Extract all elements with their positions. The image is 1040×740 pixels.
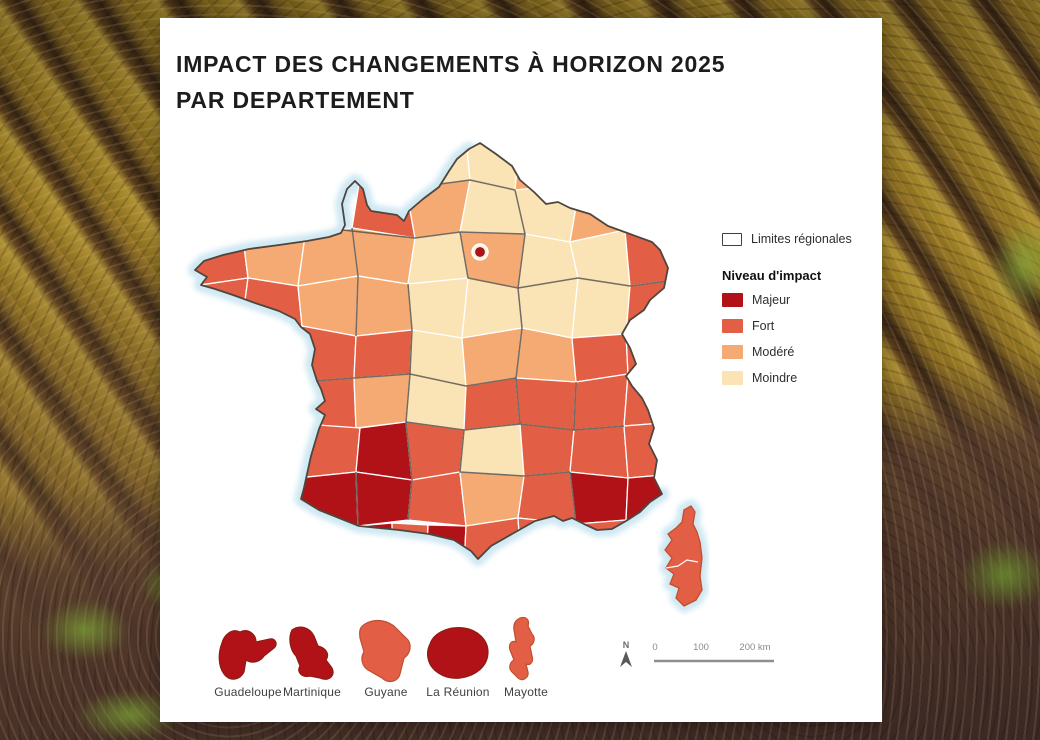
department-cell [574,145,633,195]
territory-martinique [289,626,334,680]
region-border [342,229,461,239]
region-border [409,373,517,387]
region-border [439,179,526,235]
plant-decor [960,540,1040,610]
department-cell [624,229,668,287]
legend-item-moindre: Moindre [722,371,882,385]
moindre-swatch [722,371,743,385]
department-cell [355,471,413,527]
paris-department [475,247,485,257]
department-cell [355,421,413,481]
legend-limits-row: Limites régionales [722,232,882,246]
modere-swatch [722,345,743,359]
map-card: IMPACT DES CHANGEMENTS À HORIZON 2025 PA… [160,18,882,722]
territory-guyane [359,619,411,683]
map-legend: Limites régionales Niveau d'impact Majeu… [722,232,882,397]
page-title-line1: IMPACT DES CHANGEMENTS À HORIZON 2025 [176,51,726,77]
department-cell [624,193,668,239]
department-cell [299,377,357,429]
department-cell [407,277,469,339]
legend-title: Niveau d'impact [722,268,822,283]
region-border [459,429,571,477]
moindre-label: Moindre [752,371,798,385]
page-title-line2: PAR DEPARTEMENT [176,87,415,113]
france-map: Guadeloupe Martinique Guyane La Réunion … [160,138,882,722]
territory-label-martinique: Martinique [283,685,341,699]
department-cell [195,277,249,339]
region-border [407,283,413,375]
region-borders [299,179,668,559]
region-border [515,287,523,379]
department-cell [353,329,413,379]
department-cell [355,275,413,337]
scalebar-tick-200: 200 km [739,642,770,653]
territory-guadeloupe [218,630,277,680]
territory-label-la-reunion: La Réunion [426,685,489,699]
fort-swatch [722,319,743,333]
department-cell [569,425,629,479]
legend-item-majeur: Majeur [722,293,882,307]
department-cell [515,377,577,431]
department-cell [407,231,469,285]
territory-label-guadeloupe: Guadeloupe [214,685,282,699]
region-limits-label: Limites régionales [751,232,852,246]
department-cell [625,279,668,335]
department-cell [623,421,668,479]
region-border [517,277,668,289]
territory-la-reunion [427,627,489,679]
region-limits-swatch [722,232,742,246]
department-cell [517,471,577,525]
majeur-label: Majeur [752,293,791,307]
territory-label-mayotte: Mayotte [504,685,548,699]
region-border [355,471,359,527]
plant-decor [40,600,130,660]
legend-item-fort: Fort [722,319,882,333]
corsica-shape [664,505,703,607]
department-cell [573,373,629,431]
plant-decor [990,220,1040,310]
department-cells [195,143,668,559]
department-cell [459,423,525,477]
page-title: IMPACT DES CHANGEMENTS À HORIZON 2025 PA… [176,46,836,118]
legend-item-modere: Modéré [722,345,882,359]
department-cell [514,143,581,191]
region-border [515,377,521,425]
france-map-svg: Guadeloupe Martinique Guyane La Réunion … [188,142,774,699]
region-border [299,373,411,383]
department-cell [463,377,521,431]
region-border [351,227,359,337]
department-cell [519,423,575,477]
department-cell [405,421,465,481]
majeur-swatch [722,293,743,307]
scalebar-tick-0: 0 [652,642,657,653]
region-border [573,381,577,431]
region-border [405,373,413,521]
territory-label-guyane: Guyane [364,685,407,699]
modere-label: Modéré [752,345,795,359]
department-cell [571,277,631,339]
department-cell [353,373,411,429]
corsica-department-border [665,559,699,569]
france-outline [194,142,669,560]
department-cell [569,471,629,525]
department-cell [407,471,467,527]
scalebar-tick-100: 100 [693,642,709,653]
fort-label: Fort [752,319,775,333]
department-cell [461,327,523,387]
territory-mayotte [508,616,535,681]
north-arrow-label: N [623,640,630,650]
north-arrow-icon [620,651,632,667]
